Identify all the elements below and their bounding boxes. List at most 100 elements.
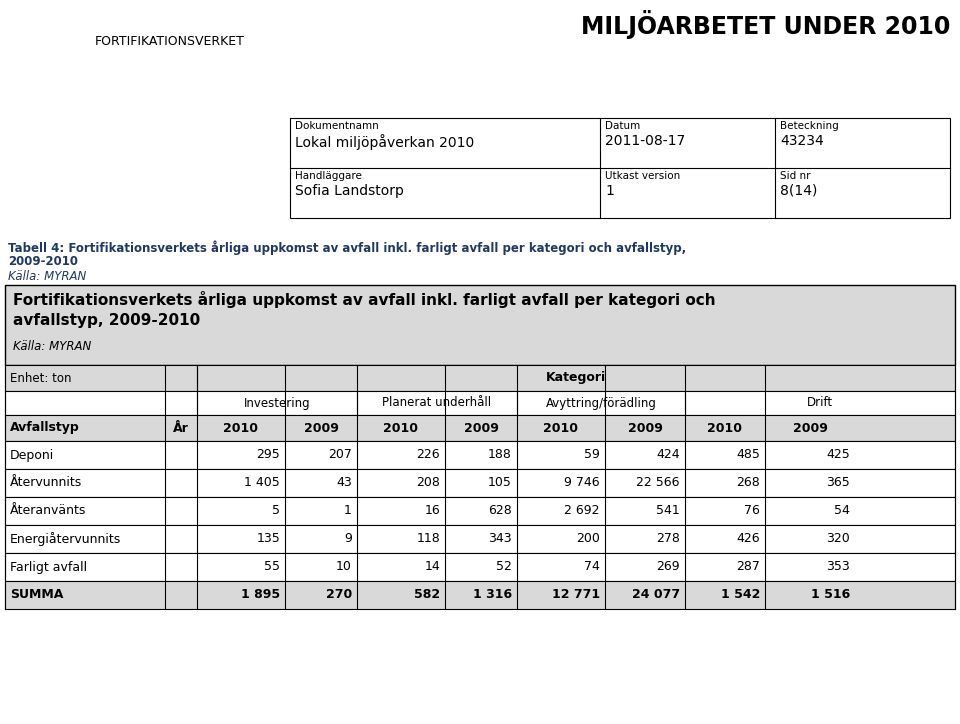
Text: 12 771: 12 771 [552,589,600,602]
Text: Avyttring/förädling: Avyttring/förädling [545,397,657,410]
Text: 74: 74 [584,560,600,573]
Text: 485: 485 [736,448,760,461]
Bar [5,525,955,553]
Text: 1 516: 1 516 [811,589,850,602]
Text: avfallstyp, 2009-2010: avfallstyp, 2009-2010 [13,313,201,328]
Text: Planerat underhåll: Planerat underhåll [382,397,492,410]
Text: Lokal miljöpåverkan 2010: Lokal miljöpåverkan 2010 [295,134,474,150]
Text: 270: 270 [325,589,352,602]
Text: 353: 353 [827,560,850,573]
Text: 16: 16 [424,505,440,518]
Text: 55: 55 [264,560,280,573]
Text: 268: 268 [736,476,760,489]
Bar [290,118,950,218]
Text: Återanvänts: Återanvänts [10,505,86,518]
Text: 425: 425 [827,448,850,461]
Text: Kategori: Kategori [546,371,606,384]
Bar [5,415,955,441]
Text: 43234: 43234 [780,134,824,148]
Text: Energiåtervunnits: Energiåtervunnits [10,532,121,546]
Text: 200: 200 [576,532,600,545]
Text: 343: 343 [489,532,512,545]
Text: Datum: Datum [605,121,640,131]
Text: 2010: 2010 [543,421,579,434]
Text: Återvunnits: Återvunnits [10,476,83,489]
Text: Dokumentnamn: Dokumentnamn [295,121,379,131]
Text: 541: 541 [657,505,680,518]
Text: 1 895: 1 895 [241,589,280,602]
Text: 76: 76 [744,505,760,518]
Text: 43: 43 [336,476,352,489]
Text: 2009-2010: 2009-2010 [8,255,78,268]
Text: Drift: Drift [807,397,833,410]
Text: 8(14): 8(14) [780,184,817,198]
Text: 188: 188 [488,448,512,461]
Text: 1: 1 [344,505,352,518]
Text: 208: 208 [416,476,440,489]
Text: Deponi: Deponi [10,448,55,461]
Text: 2010: 2010 [224,421,258,434]
Text: Källa: MYRAN: Källa: MYRAN [8,270,86,283]
Text: 5: 5 [272,505,280,518]
Text: 426: 426 [736,532,760,545]
Text: Utkast version: Utkast version [605,171,681,181]
Text: 2009: 2009 [303,421,339,434]
Text: 10: 10 [336,560,352,573]
Bar [5,391,955,415]
Text: 24 077: 24 077 [632,589,680,602]
Text: Källa: MYRAN: Källa: MYRAN [13,340,91,353]
Text: SUMMA: SUMMA [10,589,63,602]
Text: 2 692: 2 692 [564,505,600,518]
Bar [5,497,955,525]
Text: MILJÖARBETET UNDER 2010: MILJÖARBETET UNDER 2010 [581,10,950,39]
Text: 105: 105 [488,476,512,489]
Bar [5,365,955,391]
Text: 1 316: 1 316 [473,589,512,602]
Text: 54: 54 [834,505,850,518]
Text: 2011-08-17: 2011-08-17 [605,134,685,148]
Text: 59: 59 [584,448,600,461]
Text: 269: 269 [657,560,680,573]
Text: 1: 1 [605,184,613,198]
Text: 1 542: 1 542 [721,589,760,602]
Text: 2009: 2009 [464,421,498,434]
Text: 2010: 2010 [383,421,419,434]
Text: 9: 9 [344,532,352,545]
Text: 287: 287 [736,560,760,573]
Text: Enhet: ton: Enhet: ton [10,371,71,384]
Text: 118: 118 [417,532,440,545]
Text: Beteckning: Beteckning [780,121,839,131]
Bar [5,285,955,365]
Text: 295: 295 [256,448,280,461]
Text: Avfallstyp: Avfallstyp [10,421,80,434]
Text: Sid nr: Sid nr [780,171,810,181]
Text: 365: 365 [827,476,850,489]
Text: Farligt avfall: Farligt avfall [10,560,87,573]
Text: År: År [173,421,189,434]
Text: Tabell 4: Fortifikationsverkets årliga uppkomst av avfall inkl. farligt avfall p: Tabell 4: Fortifikationsverkets årliga u… [8,240,686,255]
Text: 582: 582 [414,589,440,602]
Text: 207: 207 [328,448,352,461]
Text: 424: 424 [657,448,680,461]
Text: 2010: 2010 [708,421,742,434]
Text: 52: 52 [496,560,512,573]
Text: Fortifikationsverkets årliga uppkomst av avfall inkl. farligt avfall per kategor: Fortifikationsverkets årliga uppkomst av… [13,291,715,308]
Text: 14: 14 [424,560,440,573]
Text: 9 746: 9 746 [564,476,600,489]
Text: 135: 135 [256,532,280,545]
Text: 628: 628 [489,505,512,518]
Bar [5,469,955,497]
Text: 2009: 2009 [628,421,662,434]
Text: 1 405: 1 405 [244,476,280,489]
Text: 2009: 2009 [793,421,828,434]
Text: Handläggare: Handläggare [295,171,362,181]
Text: Investering: Investering [244,397,310,410]
Text: 22 566: 22 566 [636,476,680,489]
Text: Sofia Landstorp: Sofia Landstorp [295,184,404,198]
Bar [5,441,955,469]
Text: 320: 320 [827,532,850,545]
Text: 278: 278 [656,532,680,545]
Bar [5,553,955,581]
Text: FORTIFIKATIONSVERKET: FORTIFIKATIONSVERKET [95,35,245,48]
Bar [5,581,955,609]
